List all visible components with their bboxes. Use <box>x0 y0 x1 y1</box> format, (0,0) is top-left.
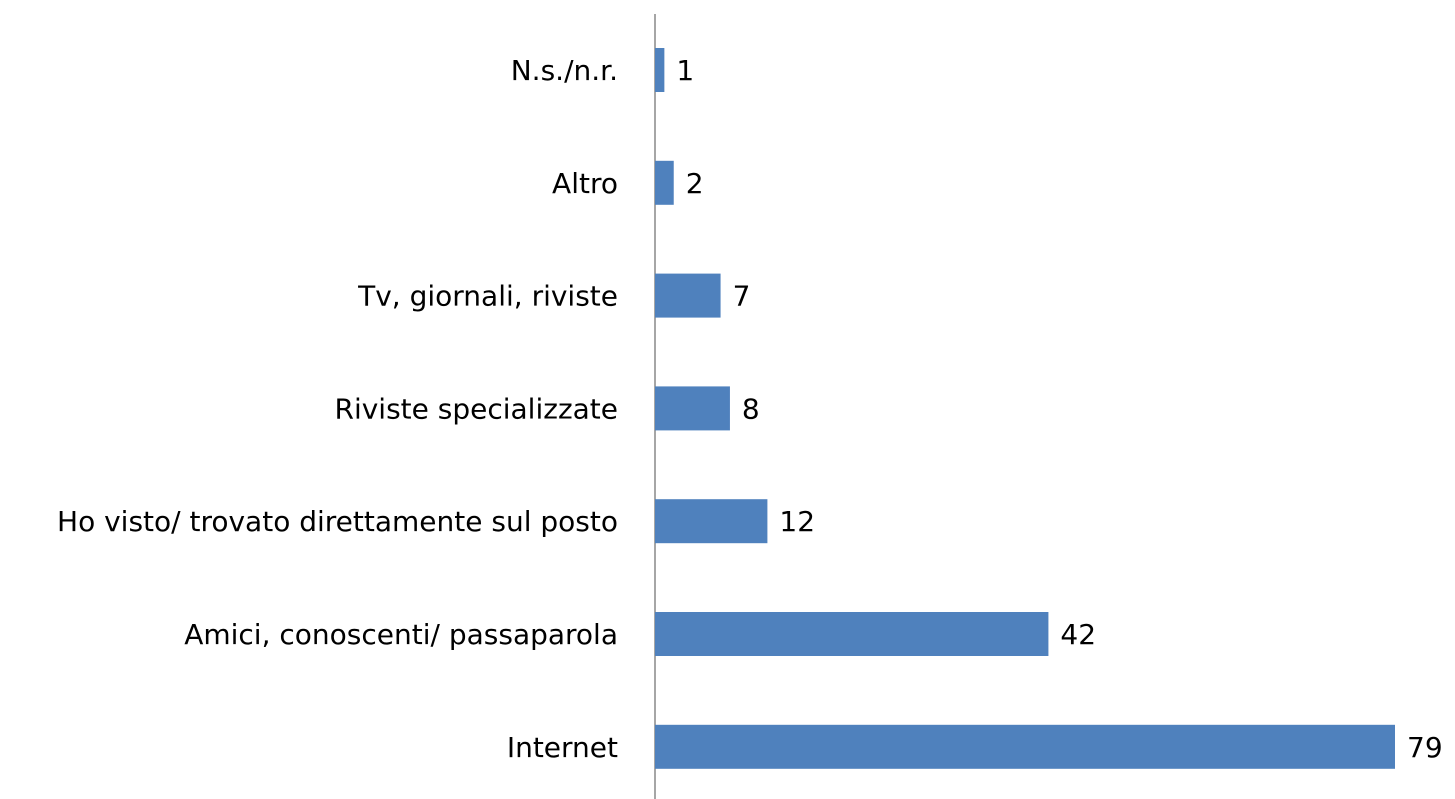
value-label: 1 <box>676 54 694 87</box>
bar <box>655 612 1049 656</box>
category-label: Altro <box>552 167 618 200</box>
value-label: 8 <box>742 392 760 425</box>
bar <box>655 160 674 205</box>
bar <box>655 273 721 318</box>
value-label: 42 <box>1060 618 1096 651</box>
bar <box>655 499 768 544</box>
value-label: 7 <box>733 280 751 313</box>
bar <box>655 48 665 92</box>
bar <box>655 386 730 431</box>
value-label: 12 <box>779 505 815 538</box>
value-label: 2 <box>686 167 704 200</box>
category-label: Riviste specializzate <box>334 392 618 425</box>
bar <box>655 724 1395 769</box>
value-label: 79 <box>1407 731 1443 764</box>
category-label: Ho visto/ trovato direttamente sul posto <box>57 505 618 538</box>
category-label: Internet <box>507 731 618 764</box>
category-label: N.s./n.r. <box>511 54 618 87</box>
category-label: Tv, giornali, riviste <box>357 280 618 313</box>
category-label: Amici, conoscenti/ passaparola <box>184 618 618 651</box>
